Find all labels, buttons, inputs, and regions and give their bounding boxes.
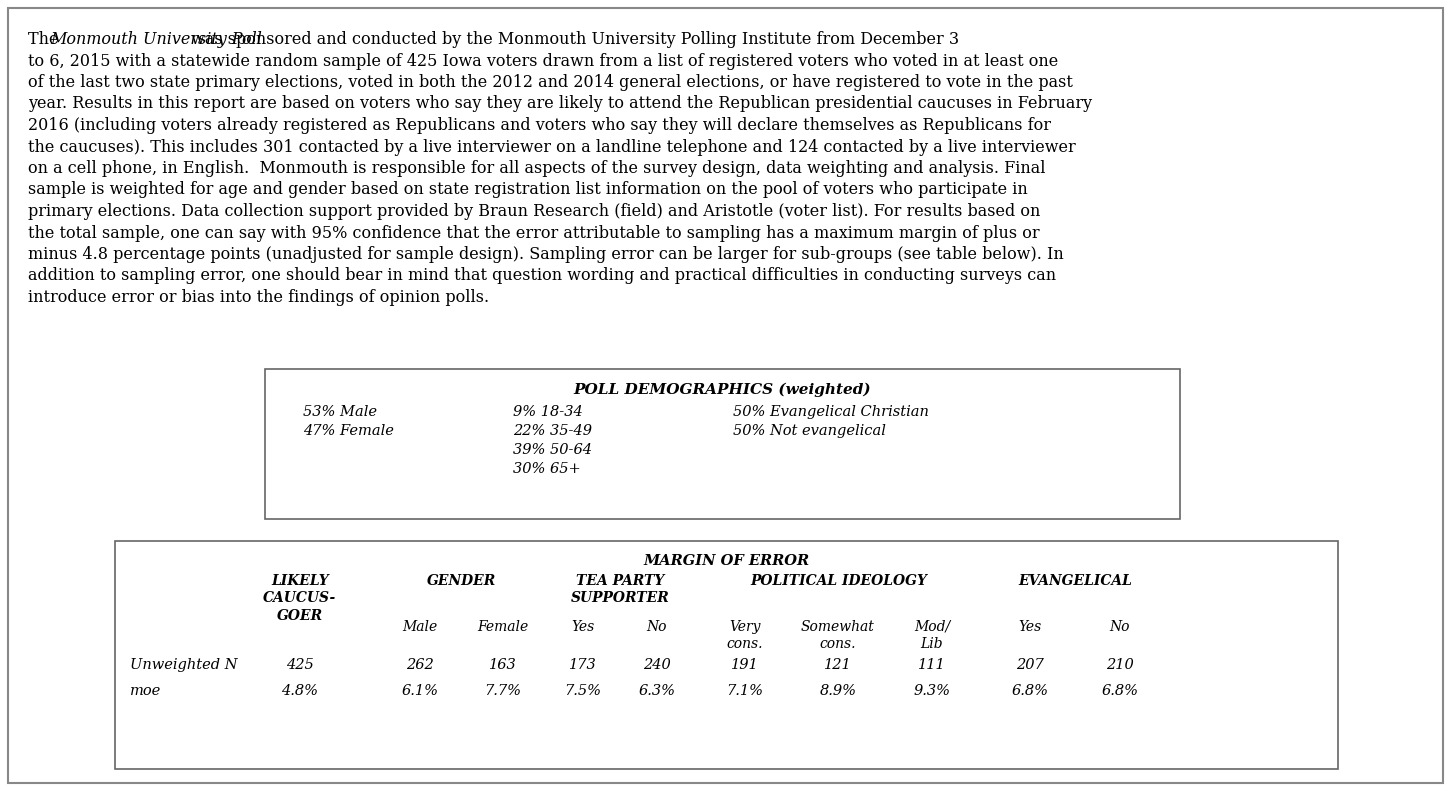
Text: 191: 191: [731, 658, 759, 672]
Text: 30% 65+: 30% 65+: [514, 462, 580, 476]
Text: was sponsored and conducted by the Monmouth University Polling Institute from De: was sponsored and conducted by the Monmo…: [186, 31, 959, 48]
Text: introduce error or bias into the findings of opinion polls.: introduce error or bias into the finding…: [28, 289, 489, 306]
Text: 207: 207: [1016, 658, 1043, 672]
Text: Unweighted N: Unweighted N: [131, 658, 238, 672]
Text: 50% Evangelical Christian: 50% Evangelical Christian: [733, 405, 929, 419]
Bar: [266, 369, 1180, 519]
Text: Female: Female: [477, 620, 528, 634]
Text: 7.5%: 7.5%: [564, 684, 602, 698]
Text: 6.1%: 6.1%: [402, 684, 438, 698]
Text: POLL DEMOGRAPHICS (weighted): POLL DEMOGRAPHICS (weighted): [573, 383, 871, 397]
Text: 262: 262: [406, 658, 434, 672]
Text: LIKELY
CAUCUS-
GOER: LIKELY CAUCUS- GOER: [264, 574, 337, 623]
Text: Yes: Yes: [572, 620, 595, 634]
Bar: [115, 541, 1338, 769]
Text: Male: Male: [402, 620, 438, 634]
Text: 6.3%: 6.3%: [638, 684, 676, 698]
Text: 47% Female: 47% Female: [303, 424, 393, 438]
Text: EVANGELICAL: EVANGELICAL: [1019, 574, 1132, 588]
Text: 9.3%: 9.3%: [914, 684, 950, 698]
Text: addition to sampling error, one should bear in mind that question wording and pr: addition to sampling error, one should b…: [28, 267, 1056, 285]
Text: 111: 111: [918, 658, 946, 672]
Text: Mod/
Lib: Mod/ Lib: [914, 620, 950, 651]
Text: primary elections. Data collection support provided by Braun Research (field) an: primary elections. Data collection suppo…: [28, 203, 1040, 220]
Text: 8.9%: 8.9%: [820, 684, 856, 698]
Text: 210: 210: [1106, 658, 1133, 672]
Text: Somewhat
cons.: Somewhat cons.: [801, 620, 875, 651]
Text: Very
cons.: Very cons.: [727, 620, 763, 651]
Text: the caucuses). This includes 301 contacted by a live interviewer on a landline t: the caucuses). This includes 301 contact…: [28, 138, 1075, 156]
Text: No: No: [647, 620, 667, 634]
Text: 121: 121: [824, 658, 852, 672]
Text: to 6, 2015 with a statewide random sample of 425 Iowa voters drawn from a list o: to 6, 2015 with a statewide random sampl…: [28, 52, 1058, 70]
Text: TEA PARTY
SUPPORTER: TEA PARTY SUPPORTER: [570, 574, 669, 605]
Text: 22% 35-49: 22% 35-49: [514, 424, 592, 438]
Text: 163: 163: [489, 658, 517, 672]
Text: 7.7%: 7.7%: [485, 684, 521, 698]
Text: 53% Male: 53% Male: [303, 405, 377, 419]
Text: 4.8%: 4.8%: [281, 684, 319, 698]
Text: No: No: [1110, 620, 1130, 634]
Text: 6.8%: 6.8%: [1011, 684, 1049, 698]
Text: the total sample, one can say with 95% confidence that the error attributable to: the total sample, one can say with 95% c…: [28, 225, 1039, 241]
Text: of the last two state primary elections, voted in both the 2012 and 2014 general: of the last two state primary elections,…: [28, 74, 1072, 91]
Text: MARGIN OF ERROR: MARGIN OF ERROR: [643, 554, 810, 568]
Text: sample is weighted for age and gender based on state registration list informati: sample is weighted for age and gender ba…: [28, 181, 1027, 199]
Text: 50% Not evangelical: 50% Not evangelical: [733, 424, 887, 438]
Text: 2016 (including voters already registered as Republicans and voters who say they: 2016 (including voters already registere…: [28, 117, 1051, 134]
Text: 173: 173: [569, 658, 596, 672]
Text: 9% 18-34: 9% 18-34: [514, 405, 583, 419]
Text: 425: 425: [286, 658, 313, 672]
Text: Monmouth University Poll: Monmouth University Poll: [51, 31, 263, 48]
Text: 240: 240: [643, 658, 670, 672]
Text: 7.1%: 7.1%: [727, 684, 763, 698]
Text: Yes: Yes: [1019, 620, 1042, 634]
Text: GENDER: GENDER: [427, 574, 496, 588]
Text: year. Results in this report are based on voters who say they are likely to atte: year. Results in this report are based o…: [28, 96, 1093, 112]
Text: POLITICAL IDEOLOGY: POLITICAL IDEOLOGY: [750, 574, 927, 588]
Text: The: The: [28, 31, 64, 48]
Text: 39% 50-64: 39% 50-64: [514, 443, 592, 457]
Text: 6.8%: 6.8%: [1101, 684, 1139, 698]
Text: on a cell phone, in English.  Monmouth is responsible for all aspects of the sur: on a cell phone, in English. Monmouth is…: [28, 160, 1046, 177]
Text: minus 4.8 percentage points (unadjusted for sample design). Sampling error can b: minus 4.8 percentage points (unadjusted …: [28, 246, 1064, 263]
Text: moe: moe: [131, 684, 161, 698]
